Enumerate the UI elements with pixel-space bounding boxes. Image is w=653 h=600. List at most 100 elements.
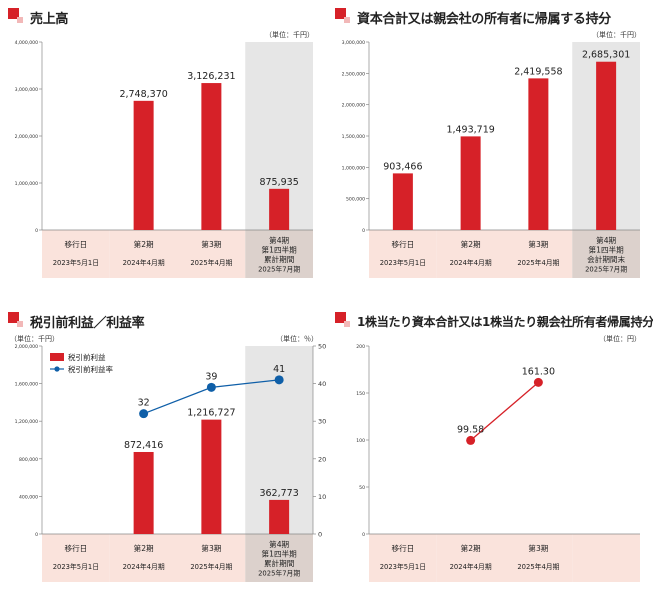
category-subline: 会計期間末 xyxy=(587,254,625,264)
unit-label-right: （単位：％） xyxy=(276,335,318,343)
per-share-equity-chart: 0 50 100 150 200 移行日 2023年5月1日 第2期 2024年4月期 第3期 20… xyxy=(356,344,640,582)
category-name: 移行日 xyxy=(64,543,87,553)
category-date: 2025年7月期 xyxy=(258,569,300,578)
net-sales-chart: 0 1,000,000 2,000,000 3,000,000 4,000,000 移行日… xyxy=(15,40,313,278)
category-name: 第2期 xyxy=(134,543,154,553)
bar xyxy=(201,419,222,534)
point-value-label: 39 xyxy=(205,371,217,382)
y2-tick-label: 20 xyxy=(318,455,326,463)
category-name: 第2期 xyxy=(461,543,481,553)
y-tick-label: 500,000 xyxy=(346,197,365,203)
category-cell xyxy=(42,534,110,582)
panel-net-sales: 売上高 （単位：千円） 0 1,000,000 2,000,000 3,000,000… xyxy=(8,6,318,296)
category-subline: 第1四半期 xyxy=(589,245,625,255)
bar-value-label: 875,935 xyxy=(259,177,298,188)
line-point xyxy=(466,435,476,445)
category-cell xyxy=(436,230,505,278)
y-tick-label: 0 xyxy=(35,228,38,234)
bar-value-label: 872,416 xyxy=(124,440,163,451)
y-tick-label: 2,000,000 xyxy=(342,103,365,109)
line-point xyxy=(206,382,216,392)
category-date: 2023年5月1日 xyxy=(53,258,99,267)
y-tick-label: 1,200,000 xyxy=(15,419,38,425)
y-tick-label: 1,000,000 xyxy=(15,181,38,187)
category-date: 2023年5月1日 xyxy=(53,562,99,571)
category-subline: 累計期間 xyxy=(264,254,294,264)
bar-value-label: 1,493,719 xyxy=(446,124,494,135)
y-tick-label: 0 xyxy=(362,228,365,234)
y2-tick-label: 40 xyxy=(318,380,326,388)
bar xyxy=(528,78,549,231)
category-name: 第2期 xyxy=(134,239,154,249)
y-tick-label: 1,500,000 xyxy=(342,134,365,140)
title-square-icon xyxy=(8,8,26,26)
category-date: 2025年4月期 xyxy=(517,562,559,571)
category-cell xyxy=(245,230,313,278)
category-name: 第4期 xyxy=(596,235,616,245)
unit-label: （単位：千円） xyxy=(265,31,314,39)
category-cell xyxy=(572,230,640,278)
unit-label: （単位：円） xyxy=(599,335,641,343)
category-date: 2025年7月期 xyxy=(585,265,627,274)
category-cell xyxy=(245,534,313,582)
bar xyxy=(269,188,290,230)
y-tick-label: 2,500,000 xyxy=(342,71,365,77)
y-tick-label: 800,000 xyxy=(19,457,38,463)
y-tick-label: 1,000,000 xyxy=(342,165,365,171)
legend-label: 税引前利益 xyxy=(68,352,106,362)
panel-title: 資本合計又は親会社の所有者に帰属する持分 xyxy=(335,6,611,28)
category-name: 第4期 xyxy=(269,235,289,245)
title-square-icon xyxy=(335,8,353,26)
y-tick-label: 0 xyxy=(362,532,365,538)
legend-bar-swatch xyxy=(50,353,64,361)
category-cell xyxy=(177,230,246,278)
bar xyxy=(460,136,481,230)
panel-per-share-equity: 1株当たり資本合計又は1株当たり親会社所有者帰属持分 （単位：円） 0 50 100… xyxy=(335,310,653,600)
category-date: 2024年4月期 xyxy=(123,562,165,571)
y-tick-label: 3,000,000 xyxy=(15,87,38,93)
y2-tick-label: 0 xyxy=(318,531,322,539)
y2-tick-label: 50 xyxy=(318,343,326,351)
category-cell xyxy=(42,230,110,278)
y2-tick-label: 10 xyxy=(318,493,326,501)
unit-label: （単位：千円） xyxy=(10,335,59,343)
y-tick-label: 400,000 xyxy=(19,494,38,500)
category-name: 移行日 xyxy=(64,239,87,249)
legend-label: 税引前利益率 xyxy=(68,364,113,374)
equity-chart: 0 500,000 1,000,000 1,500,000 2,000,000 2,500… xyxy=(342,40,640,278)
line-point xyxy=(533,377,543,387)
category-subline: 第1四半期 xyxy=(262,245,298,255)
bar-value-label: 2,685,301 xyxy=(582,50,630,61)
panel-title-text: 1株当たり資本合計又は1株当たり親会社所有者帰属持分 xyxy=(357,314,653,329)
bar xyxy=(201,83,222,231)
category-name: 第3期 xyxy=(528,239,548,249)
bar-value-label: 3,126,231 xyxy=(187,71,235,82)
category-date: 2024年4月期 xyxy=(123,258,165,267)
title-square-icon xyxy=(335,312,353,330)
bar-value-label: 362,773 xyxy=(259,488,298,499)
y-tick-label: 1,600,000 xyxy=(15,382,38,388)
category-name: 第3期 xyxy=(528,543,548,553)
category-cell xyxy=(369,230,437,278)
category-subline: 第1四半期 xyxy=(262,549,298,559)
panel-equity: 資本合計又は親会社の所有者に帰属する持分 （単位：千円） 0 500,000 1,0… xyxy=(335,6,645,296)
line-point xyxy=(274,375,284,385)
category-name: 移行日 xyxy=(391,239,414,249)
panel-title-text: 資本合計又は親会社の所有者に帰属する持分 xyxy=(357,11,612,27)
category-name: 移行日 xyxy=(391,543,414,553)
bar-value-label: 2,748,370 xyxy=(119,89,167,100)
category-date: 2024年4月期 xyxy=(450,562,492,571)
category-cell xyxy=(572,534,640,582)
category-cell xyxy=(369,534,437,582)
category-date: 2024年4月期 xyxy=(450,258,492,267)
bar xyxy=(596,61,617,231)
y2-tick-label: 30 xyxy=(318,418,326,426)
bar xyxy=(269,499,290,534)
bar-value-label: 1,216,727 xyxy=(187,408,235,419)
y-tick-label: 3,000,000 xyxy=(342,40,365,46)
category-cell xyxy=(436,534,505,582)
y-tick-label: 150 xyxy=(356,391,365,397)
y-tick-label: 2,000,000 xyxy=(15,134,38,140)
y-tick-label: 0 xyxy=(35,532,38,538)
category-date: 2025年4月期 xyxy=(517,258,559,267)
